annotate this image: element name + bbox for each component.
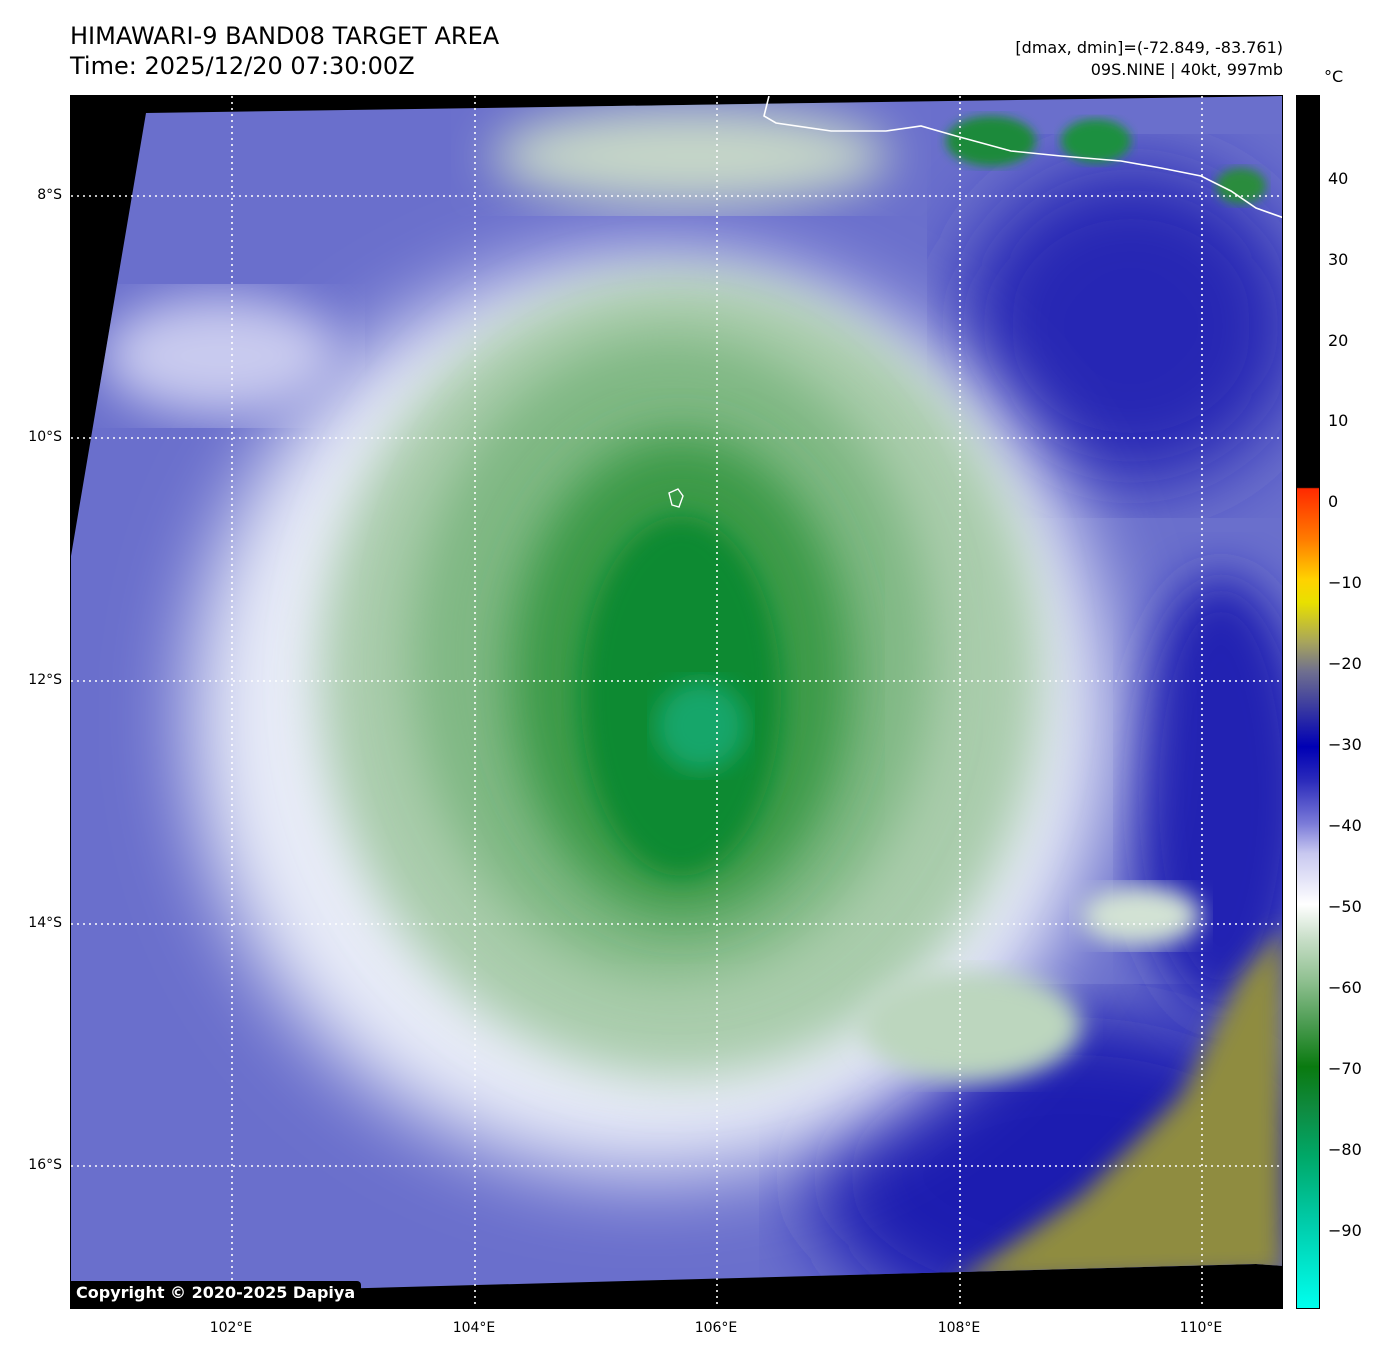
colorbar-label-minus30: −30 [1328, 735, 1362, 754]
colorbar-label-minus70: −70 [1328, 1059, 1362, 1078]
lon-label-104e: 104°E [452, 1320, 496, 1336]
data-range-text: [dmax, dmin]=(-72.849, -83.761) [1015, 38, 1283, 57]
colorbar-label-minus40: −40 [1328, 816, 1362, 835]
lat-label-10s: 10°S [28, 429, 62, 445]
map-time: Time: 2025/12/20 07:30:00Z [70, 52, 415, 80]
lat-label-8s: 8°S [37, 187, 62, 203]
satellite-imagery [71, 96, 1282, 1308]
satellite-map [70, 95, 1283, 1309]
java-coastline [763, 96, 1282, 219]
colorbar-label-minus10: −10 [1328, 573, 1362, 592]
map-title: HIMAWARI-9 BAND08 TARGET AREA [70, 22, 500, 50]
lat-label-16s: 16°S [28, 1157, 62, 1173]
lat-label-12s: 12°S [28, 672, 62, 688]
colorbar-label-0: 0 [1328, 492, 1339, 511]
lat-label-14s: 14°S [28, 915, 62, 931]
lon-label-102e: 102°E [209, 1320, 253, 1336]
temperature-colorbar [1296, 95, 1320, 1309]
colorbar-label-minus90: −90 [1328, 1221, 1362, 1240]
colorbar-label-minus20: −20 [1328, 654, 1362, 673]
lon-label-108e: 108°E [937, 1320, 981, 1336]
christmas-island-outline [668, 488, 684, 508]
colorbar-label-30: 30 [1328, 250, 1349, 269]
colorbar-label-minus50: −50 [1328, 897, 1362, 916]
colorbar-label-minus60: −60 [1328, 978, 1362, 997]
colorbar-label-10: 10 [1328, 411, 1349, 430]
graticule [71, 96, 1282, 1308]
storm-info-text: 09S.NINE | 40kt, 997mb [1090, 60, 1283, 79]
lon-label-106e: 106°E [694, 1320, 738, 1336]
colorbar-unit: °C [1324, 67, 1344, 86]
lon-label-110e: 110°E [1179, 1320, 1223, 1336]
copyright-label: Copyright © 2020-2025 Dapiya [70, 1281, 362, 1307]
colorbar-label-20: 20 [1328, 331, 1349, 350]
colorbar-label-minus80: −80 [1328, 1140, 1362, 1159]
colorbar-label-40: 40 [1328, 169, 1349, 188]
